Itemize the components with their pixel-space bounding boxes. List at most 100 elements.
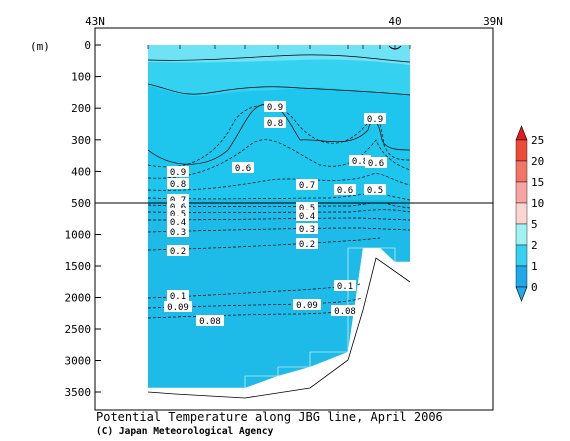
y-tick-label: 400 (71, 165, 91, 178)
contour-label: 0.08 (331, 305, 359, 317)
y-axis: 0 100 200 300 400 500 1000 1500 2000 2500 3000 3500 (65, 28, 101, 410)
top-label-40: 40 (388, 15, 401, 28)
contour-label: 0.9 (167, 166, 189, 178)
colorbar-label: 20 (531, 155, 544, 168)
contour-label-bg (167, 245, 189, 256)
colorbar-top-arrow (515, 125, 528, 141)
contour-label-text: 0.6 (368, 159, 384, 169)
y-tick-label: 1500 (65, 260, 92, 273)
contour-label-bg (167, 208, 189, 219)
contour-label: 0.09 (164, 301, 192, 313)
contour-label-bg (334, 184, 356, 195)
y-tick-label: 300 (71, 134, 91, 147)
contour-label-text: 0.9 (267, 103, 283, 113)
colorbar-bottom-arrow (515, 286, 528, 302)
chart-credit: (C) Japan Meteorological Agency (96, 426, 274, 437)
contour-label-bg (293, 299, 321, 310)
contour-label-bg (196, 315, 224, 326)
colorbar-label: 10 (531, 197, 544, 210)
colorbar-label: 0 (531, 281, 538, 294)
y-tick-label: 200 (71, 102, 91, 115)
contour-label: 0.5 (364, 184, 386, 196)
top-ticks (147, 45, 411, 49)
contour-label: 0.1 (167, 290, 189, 302)
colorbar-segment (515, 160, 528, 183)
y-unit-label: (m) (30, 40, 50, 53)
contour-label-bg (296, 179, 318, 190)
y-tick-label: 3500 (65, 386, 92, 399)
contour-label-text: 0.5 (299, 204, 315, 214)
contour-label: 0.2 (167, 245, 189, 257)
station-marker (388, 45, 402, 50)
y-tick-label: 0 (84, 39, 91, 52)
bottom-steps (148, 247, 410, 389)
contour-label: 0.09 (293, 299, 321, 311)
contour-label-bg (167, 216, 189, 227)
contour-label-text: 0.1 (337, 282, 353, 292)
contour-label: 0.1 (334, 280, 356, 292)
contour-label: 0.9 (264, 101, 286, 113)
contour-label-text: 0.7 (299, 181, 315, 191)
contour-label-text: 0.2 (299, 240, 315, 250)
contour-label: 0.2 (296, 238, 318, 250)
contour-label-text: 0.8 (170, 180, 186, 190)
contour-label-bg (331, 305, 359, 316)
contour-label: 0.5 (167, 208, 189, 220)
section-fill (147, 45, 411, 399)
contour-label-text: 0.5 (170, 210, 186, 220)
contour-label: 0.08 (196, 315, 224, 327)
colorbar-segment (515, 181, 528, 204)
contour-label-bg (365, 157, 387, 168)
contour-label-bg (364, 184, 386, 195)
contour-label: 0.7 (296, 179, 318, 191)
contour-label-text: 0.6 (337, 186, 353, 196)
colorbar-segment (515, 244, 528, 267)
contour-label-text: 0.08 (334, 307, 356, 317)
y-tick-label: 3000 (65, 355, 92, 368)
contour-label-text: 0.08 (199, 317, 221, 327)
contour-labels: 0.90.80.90.80.60.60.90.80.70.60.50.70.60… (164, 101, 387, 327)
colorbar-segment (515, 223, 528, 246)
contour-label-bg (167, 226, 189, 237)
contour-label-text: 0.4 (170, 218, 186, 228)
contour-dash-5 (147, 202, 411, 209)
top-label-43n: 43N (85, 15, 105, 28)
contour-label-text: 0.8 (267, 119, 283, 129)
contour-label-bg (296, 210, 318, 221)
contour-solid-2 (147, 83, 411, 96)
contour-solid-1 (147, 54, 411, 63)
contour-label-bg (167, 194, 189, 205)
contour-label-text: 0.8 (352, 157, 368, 167)
y-tick-label: 2500 (65, 323, 92, 336)
colorbar-label: 2 (531, 239, 538, 252)
seafloor (148, 248, 410, 395)
contour-label: 0.3 (296, 223, 318, 235)
contour-label-text: 0.9 (367, 115, 383, 125)
contour-label-text: 0.4 (299, 212, 315, 222)
contour-label-bg (167, 201, 189, 212)
top-label-39n: 39N (483, 15, 503, 28)
contour-label-bg (167, 290, 189, 301)
colorbar-label: 1 (531, 260, 538, 273)
contour-label-text: 0.3 (170, 228, 186, 238)
contour-label: 0.8 (349, 155, 371, 167)
contour-label-bg (167, 166, 189, 177)
contour-label: 0.6 (232, 162, 254, 174)
contour-solid-3 (147, 103, 411, 165)
contour-label-text: 0.09 (167, 303, 189, 313)
contour-dash-6 (147, 209, 411, 213)
contour-label-bg (232, 162, 254, 173)
contour-label-bg (167, 178, 189, 189)
contour-dash-1 (147, 104, 411, 168)
chart-title: Potential Temperature along JBG line, Ap… (96, 410, 443, 424)
contour-label-bg (264, 117, 286, 128)
contour-label-bg (334, 280, 356, 291)
contour-label-text: 0.09 (296, 301, 318, 311)
contour-label: 0.5 (296, 202, 318, 214)
colorbar-label: 5 (531, 218, 538, 231)
colorbar-segment (515, 139, 528, 162)
contour-label: 0.4 (296, 210, 318, 222)
contour-label-bg (296, 223, 318, 234)
